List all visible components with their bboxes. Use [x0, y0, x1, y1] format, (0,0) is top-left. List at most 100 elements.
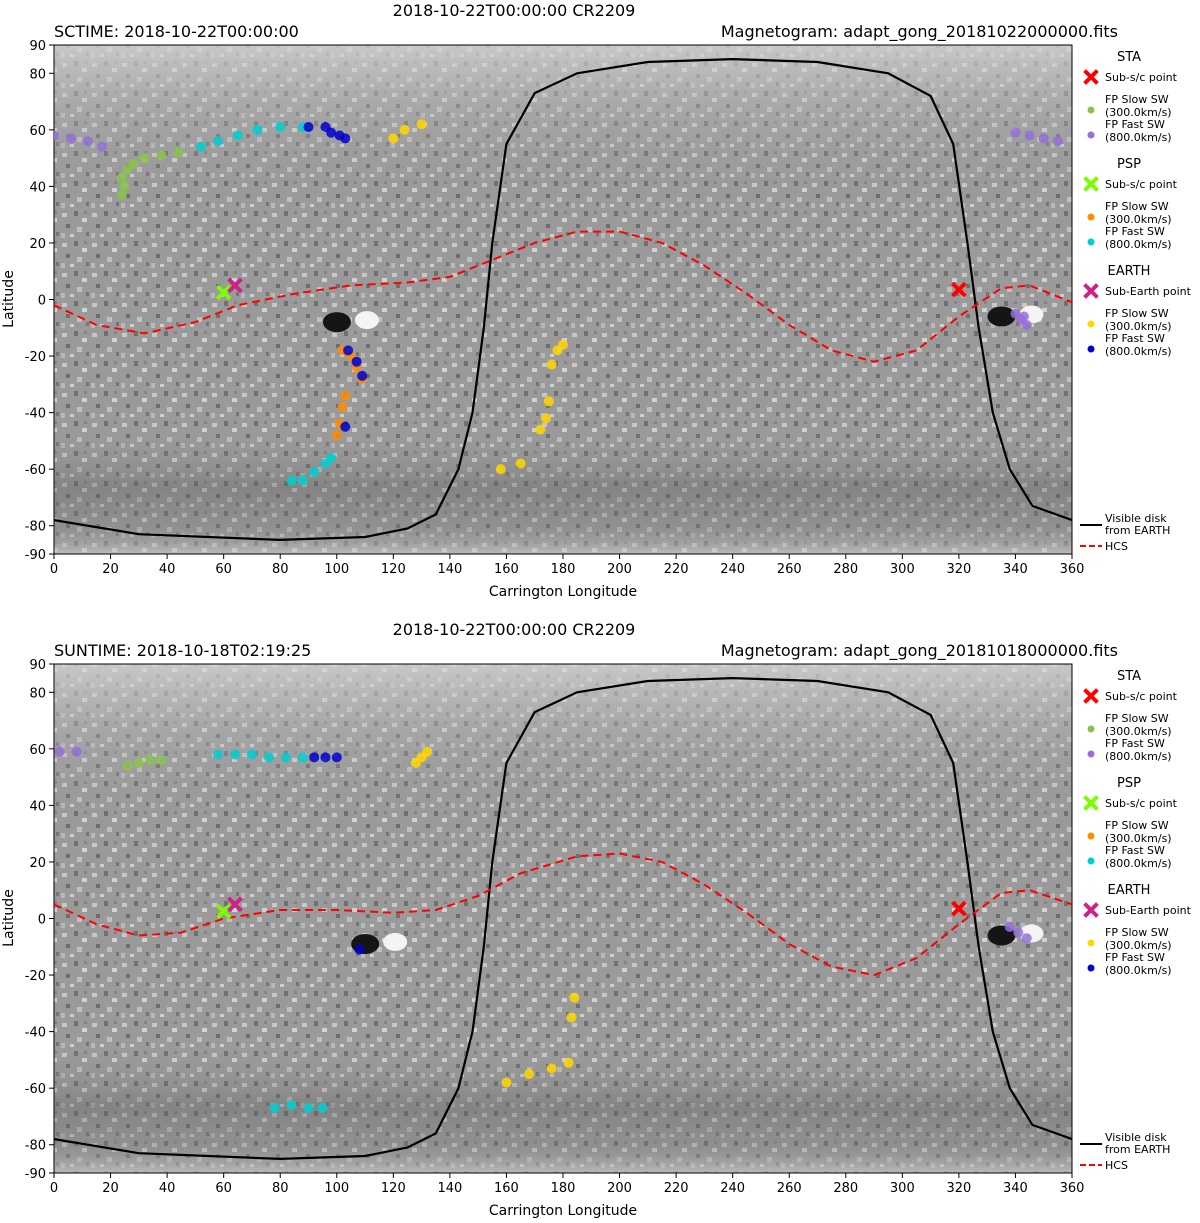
legend-item-sub: (800.0km/s) [1105, 964, 1172, 977]
top-magnetic-patch-positive [354, 311, 379, 330]
footpoint-dot [133, 757, 144, 768]
top-x-tick-label: 200 [607, 562, 632, 577]
footpoint-dot [275, 122, 286, 133]
footpoint-dot [269, 1102, 280, 1113]
legend-item-sub: (300.0km/s) [1105, 939, 1172, 952]
bottom-y-tick-label: 60 [29, 743, 46, 758]
panel-top-left-title: SCTIME: 2018-10-22T00:00:00 [54, 22, 299, 41]
legend-group-title: PSP [1117, 776, 1141, 791]
panel-top-title: 2018-10-22T00:00:00 CR2209 [393, 1, 636, 20]
footpoint-dot [286, 1100, 297, 1111]
legend-dot [1087, 725, 1095, 733]
top-sta-marker-x [951, 281, 967, 298]
bottom-x-tick-label: 280 [833, 1181, 858, 1196]
bottom-sta-marker-x [951, 900, 967, 917]
bottom-footpoints-sta-fp-slow-sw [122, 755, 167, 771]
panel-top-ylabel: Latitude [1, 270, 17, 328]
footpoint-dot [399, 124, 410, 135]
legend-item-label: Sub-s/c point [1105, 178, 1178, 191]
legend-line-label: Visible disk [1105, 512, 1167, 525]
bottom-magnetic-patch-positive [383, 932, 408, 951]
legend-group-title: STA [1117, 50, 1141, 65]
legend-dot [1087, 750, 1095, 758]
top-magnetogram-background [54, 45, 1072, 554]
legend-item-label: Sub-s/c point [1105, 690, 1178, 703]
top-y-tick-label: -90 [25, 548, 46, 563]
footpoint-dot [558, 339, 568, 350]
footpoint-dot [357, 370, 368, 381]
legend-x-marker [1083, 688, 1099, 704]
footpoint-dot [351, 356, 362, 367]
footpoint-dot [501, 1077, 512, 1088]
footpoint-dot [340, 133, 351, 144]
top-y-tick-label: 90 [29, 39, 46, 54]
legend-x-marker [1083, 69, 1099, 85]
bottom-magnetogram-background [54, 664, 1072, 1173]
footpoint-dot [1038, 133, 1049, 144]
footpoint-dot [563, 1057, 574, 1068]
legend-item-label: FP Slow SW [1105, 93, 1169, 106]
top-x-tick-label: 160 [494, 562, 519, 577]
bottom-x-tick-label: 300 [890, 1181, 915, 1196]
footpoint-dot [569, 992, 580, 1003]
top-y-tick-label: -80 [25, 520, 46, 535]
legend-x-marker [1083, 902, 1099, 918]
top-visible-disk-line [54, 57, 1072, 542]
legend-line-sub: from EARTH [1105, 524, 1170, 537]
legend-item-label: FP Fast SW [1105, 737, 1165, 750]
footpoint-dot [173, 147, 184, 158]
legend-item-label: Sub-Earth point [1105, 285, 1192, 298]
footpoint-dot [541, 413, 552, 424]
footpoint-dot [1018, 311, 1029, 322]
footpoint-dot [1021, 933, 1032, 944]
bottom-y-tick-label: -90 [25, 1167, 46, 1182]
footpoint-dot [116, 189, 127, 200]
top-x-tick-label: 40 [159, 562, 176, 577]
footpoint-dot [566, 1012, 577, 1023]
footpoint-dot [546, 359, 557, 370]
top-y-tick-label: 60 [29, 124, 46, 139]
bottom-y-tick-label: -20 [25, 969, 46, 984]
legend-dot [1087, 832, 1095, 840]
bottom-hcs-line [54, 852, 1072, 977]
top-footpoints-sta-fp-slow-sw [116, 147, 184, 200]
top-x-tick-label: 340 [1003, 562, 1028, 577]
top-y-tick-label: 80 [29, 67, 46, 82]
footpoint-dot [263, 752, 274, 763]
legend-dot [1087, 106, 1095, 114]
bottom-x-tick-label: 240 [720, 1181, 745, 1196]
panel-bottom-ylabel: Latitude [1, 889, 17, 947]
legend-item-label: Sub-s/c point [1105, 797, 1178, 810]
bottom-psp-marker-x [215, 903, 232, 920]
legend-line-label: HCS [1105, 540, 1128, 553]
top-x-tick-label: 20 [102, 562, 119, 577]
footpoint-dot [326, 452, 337, 463]
legend-dot [1087, 939, 1095, 947]
bottom-x-tick-label: 220 [664, 1181, 689, 1196]
legend-item-label: Sub-Earth point [1105, 904, 1192, 917]
footpoint-dot [297, 475, 308, 486]
footpoint-dot [82, 136, 93, 147]
legend-item-sub: (800.0km/s) [1105, 750, 1172, 763]
top-footpoints-earth-fp-fast-sw [303, 122, 368, 432]
legend-x-marker [1083, 283, 1099, 299]
panel-top: 2018-10-22T00:00:00 CR2209 SCTIME: 2018-… [1, 1, 1192, 600]
legend-item-label: FP Slow SW [1105, 712, 1169, 725]
legend-item-sub: (800.0km/s) [1105, 345, 1172, 358]
top-x-tick-label: 220 [664, 562, 689, 577]
top-magnetic-patch-negative [987, 306, 1016, 327]
bottom-x-tick-label: 320 [946, 1181, 971, 1196]
bottom-x-tick-label: 80 [272, 1181, 289, 1196]
footpoint-dot [524, 1069, 535, 1080]
legend-x-marker [1083, 176, 1099, 192]
footpoint-dot [213, 749, 224, 760]
legend-line-sub: from EARTH [1105, 1143, 1170, 1156]
legend-item-sub: (300.0km/s) [1105, 213, 1172, 226]
footpoint-dot [309, 752, 320, 763]
footpoint-dot [354, 944, 365, 955]
footpoint-dot [331, 752, 342, 763]
footpoint-dot [156, 755, 167, 766]
footpoint-dot [331, 430, 342, 441]
